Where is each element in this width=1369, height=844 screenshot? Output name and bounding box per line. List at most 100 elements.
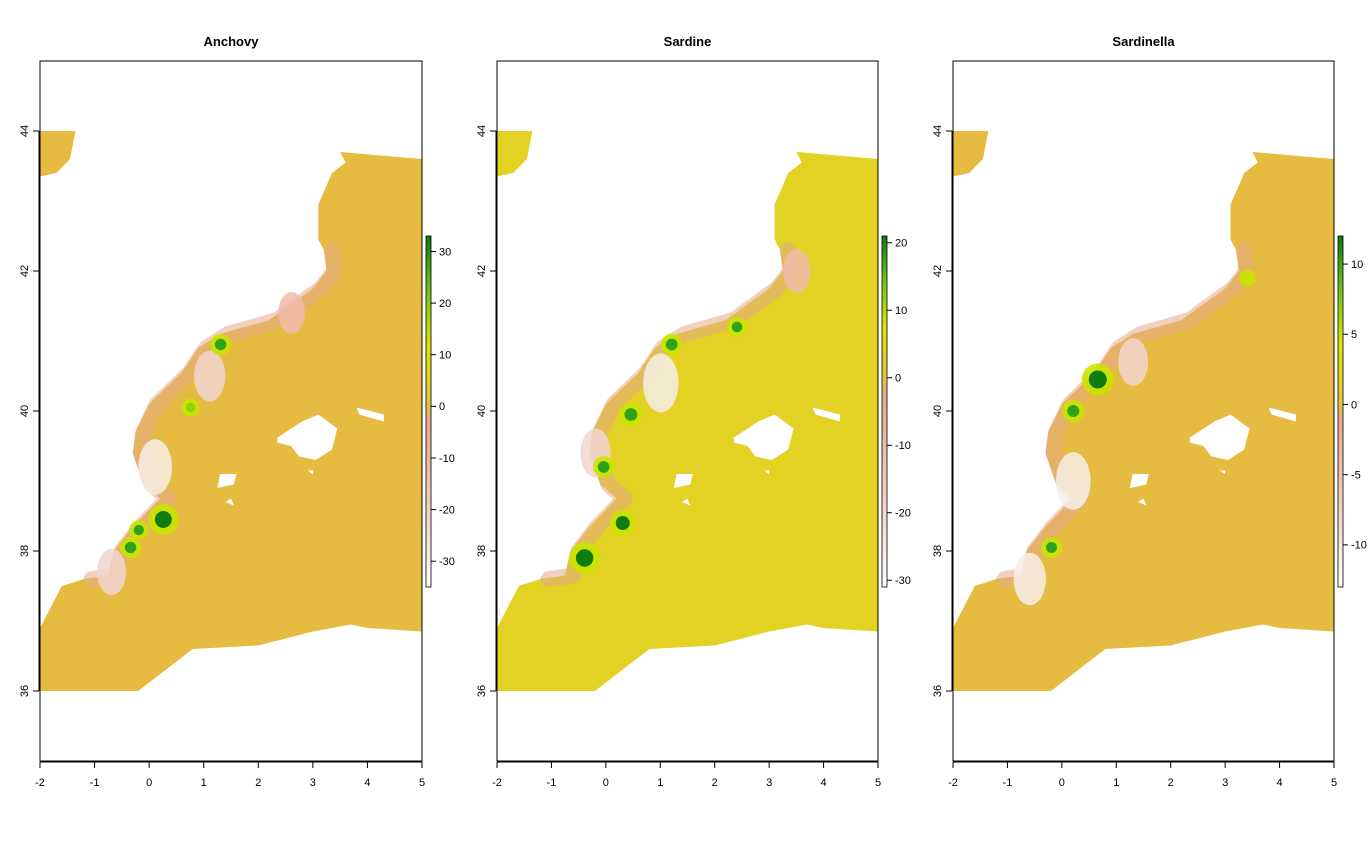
x-tick-label: 3 bbox=[766, 777, 772, 789]
island bbox=[307, 470, 313, 474]
legend-tick-label: -10 bbox=[895, 440, 911, 452]
sea-raster bbox=[953, 152, 1334, 691]
hotspot-low bbox=[194, 350, 226, 402]
island bbox=[356, 407, 384, 422]
x-tick-label: 5 bbox=[875, 777, 881, 789]
legend-colorbar bbox=[881, 235, 888, 588]
island bbox=[225, 498, 234, 506]
sea-raster bbox=[40, 152, 422, 691]
island bbox=[217, 474, 237, 488]
legend-tick-label: -20 bbox=[895, 508, 911, 520]
legend-tick-label: -30 bbox=[439, 556, 455, 568]
legend-tick-label: -30 bbox=[895, 575, 911, 587]
x-tick-label: -1 bbox=[1003, 777, 1013, 789]
hotspot-high-core bbox=[1067, 405, 1080, 417]
hotspot-high-core bbox=[731, 321, 743, 333]
raster-field bbox=[953, 131, 1334, 691]
x-tick-label: 4 bbox=[364, 777, 370, 789]
x-tick-label: -1 bbox=[547, 777, 557, 789]
island bbox=[673, 474, 693, 488]
hotspot-high-core bbox=[665, 338, 678, 351]
hotspot-high-core bbox=[624, 408, 638, 421]
x-tick-label: 1 bbox=[657, 777, 663, 789]
chart-panel-sardine: Sardine-2 -1 0 1 2 3 4 5363840424420100-10-20-3… bbox=[476, 34, 911, 789]
hotspot-high-core bbox=[133, 524, 144, 536]
y-tick-label: 40 bbox=[19, 405, 31, 417]
coastal-band bbox=[540, 242, 799, 587]
plot-frame bbox=[39, 60, 423, 762]
island bbox=[1138, 498, 1147, 506]
x-tick-label: 2 bbox=[712, 777, 718, 789]
legend-tick-label: 10 bbox=[895, 305, 907, 317]
hotspot-high-core bbox=[185, 402, 196, 413]
y-tick-label: 36 bbox=[476, 685, 488, 697]
x-tick-label: 1 bbox=[201, 777, 207, 789]
hotspot-low bbox=[138, 439, 172, 495]
x-tick-label: 3 bbox=[310, 777, 316, 789]
hotspot-low bbox=[643, 353, 679, 413]
y-tick-label: 38 bbox=[19, 545, 31, 557]
island bbox=[1219, 470, 1226, 474]
legend-tick-label: 30 bbox=[439, 246, 451, 258]
island bbox=[1129, 474, 1149, 488]
island bbox=[682, 498, 691, 506]
x-tick-label: 4 bbox=[821, 777, 827, 789]
raster-patch bbox=[497, 131, 533, 177]
island bbox=[1189, 414, 1250, 460]
legend-tick-label: 10 bbox=[1351, 259, 1363, 271]
raster-field bbox=[497, 131, 878, 691]
raster-patch bbox=[40, 131, 76, 177]
legend-tick-label: -10 bbox=[439, 453, 455, 465]
legend-tick-label: -10 bbox=[1351, 540, 1367, 552]
island bbox=[733, 414, 794, 460]
y-tick-label: 42 bbox=[19, 265, 31, 277]
y-tick-label: 36 bbox=[932, 685, 944, 697]
hotspot-low bbox=[783, 249, 811, 293]
x-tick-label: 5 bbox=[419, 777, 425, 789]
x-tick-label: 3 bbox=[1222, 777, 1228, 789]
x-tick-label: 2 bbox=[1168, 777, 1174, 789]
y-tick-label: 44 bbox=[19, 125, 31, 137]
y-tick-label: 40 bbox=[476, 405, 488, 417]
x-tick-label: -1 bbox=[90, 777, 100, 789]
hotspot-high-core bbox=[214, 338, 227, 351]
legend-colorbar bbox=[425, 235, 432, 588]
legend-tick-label: -20 bbox=[439, 504, 455, 516]
legend-tick-label: 5 bbox=[1351, 329, 1357, 341]
hotspot-low bbox=[1118, 338, 1149, 386]
y-tick-label: 42 bbox=[932, 265, 944, 277]
sea-raster bbox=[497, 152, 878, 691]
y-tick-label: 38 bbox=[476, 545, 488, 557]
legend-tick-label: -5 bbox=[1351, 470, 1361, 482]
hotspot-low bbox=[1013, 552, 1046, 606]
y-tick-label: 40 bbox=[932, 405, 944, 417]
chart-title: Sardine bbox=[664, 34, 712, 49]
hotspot-low bbox=[1055, 452, 1091, 510]
hotspot-low bbox=[278, 292, 306, 334]
hotspot-high-core bbox=[575, 549, 594, 567]
coastal-band bbox=[996, 242, 1255, 587]
legend-tick-label: 20 bbox=[439, 298, 451, 310]
x-tick-label: 4 bbox=[1277, 777, 1283, 789]
hotspot-high-core bbox=[1046, 542, 1058, 553]
island bbox=[763, 470, 770, 474]
y-tick-label: 44 bbox=[476, 125, 488, 137]
x-tick-label: 0 bbox=[146, 777, 152, 789]
x-tick-label: 5 bbox=[1331, 777, 1337, 789]
legend-tick-label: 0 bbox=[1351, 399, 1357, 411]
legend-tick-label: 0 bbox=[439, 401, 445, 413]
y-tick-label: 36 bbox=[19, 685, 31, 697]
island bbox=[812, 407, 840, 422]
y-tick-label: 44 bbox=[932, 125, 944, 137]
x-tick-label: 1 bbox=[1113, 777, 1119, 789]
legend-tick-label: 0 bbox=[895, 373, 901, 385]
x-tick-label: -2 bbox=[35, 777, 45, 789]
hotspot-low bbox=[96, 548, 127, 596]
hotspot-high-core bbox=[1088, 370, 1107, 389]
legend-tick-label: 10 bbox=[439, 350, 451, 362]
hotspot-high-core bbox=[154, 511, 172, 528]
chart-title: Anchovy bbox=[204, 34, 260, 49]
x-tick-label: 0 bbox=[603, 777, 609, 789]
